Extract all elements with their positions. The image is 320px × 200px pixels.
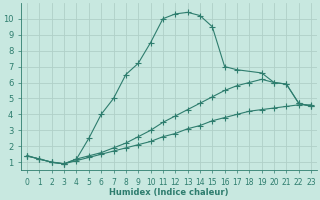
X-axis label: Humidex (Indice chaleur): Humidex (Indice chaleur)	[109, 188, 229, 197]
